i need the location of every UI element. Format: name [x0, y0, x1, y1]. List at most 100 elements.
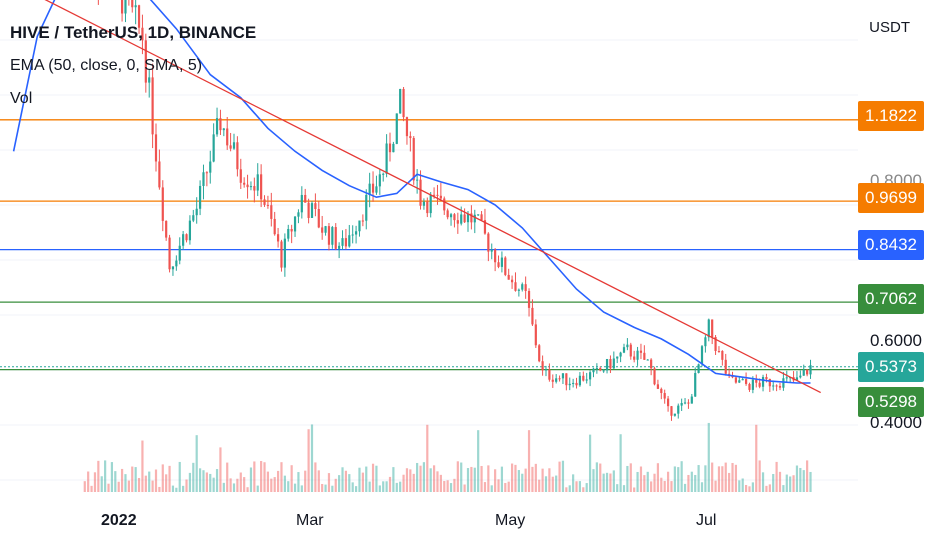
volume-bar — [575, 481, 578, 492]
volume-bar — [168, 465, 171, 492]
volume-bar — [772, 474, 775, 492]
horizontal-levels[interactable] — [0, 119, 858, 371]
volume-bar — [578, 481, 582, 492]
volume-bar — [449, 483, 453, 492]
candle-body — [219, 118, 222, 131]
volume-bar — [785, 474, 788, 492]
candle-body — [575, 382, 578, 386]
volume-bar — [321, 483, 324, 492]
volume-bar — [229, 478, 232, 492]
candle-body — [653, 368, 656, 385]
volume-bar — [412, 473, 415, 492]
candle-body — [616, 356, 619, 359]
candle-body — [510, 279, 514, 283]
volume-bar — [768, 484, 771, 492]
volume-bar — [314, 462, 317, 492]
volume-bar — [666, 471, 670, 492]
volume-bar — [643, 475, 646, 492]
volume-bar — [582, 487, 585, 492]
volume-bar — [765, 485, 768, 492]
candle-body — [694, 372, 697, 397]
volume-bar — [117, 481, 120, 492]
price-badge-5: 0.5298 — [858, 387, 924, 417]
candle-body — [541, 361, 544, 371]
candle-body — [344, 238, 348, 247]
ema-indicator-label[interactable]: EMA (50, close, 0, SMA, 5) — [10, 57, 203, 74]
volume-bar — [341, 467, 344, 492]
volume-bar — [114, 471, 117, 492]
candle-body — [354, 231, 358, 235]
volume-bar — [507, 481, 510, 492]
candle-body — [602, 370, 605, 372]
volume-bar — [704, 465, 707, 492]
candle-body — [741, 379, 744, 381]
candle-body — [592, 368, 595, 373]
volume-bar — [592, 469, 595, 492]
chart-title[interactable]: HIVE / TetherUS, 1D, BINANCE — [10, 23, 257, 42]
volume-bar — [453, 478, 456, 492]
volume-bar — [144, 475, 147, 492]
candle-body — [480, 214, 483, 221]
candle-body — [755, 379, 758, 383]
candle-body — [151, 77, 154, 135]
volume-bar — [748, 486, 751, 492]
volume-bar — [243, 477, 246, 492]
candle-body — [555, 378, 558, 382]
candle-body — [517, 289, 520, 291]
candle-body — [307, 202, 310, 218]
candle-body — [422, 201, 426, 206]
candle-body — [276, 234, 280, 242]
volume-bar — [633, 487, 636, 492]
currency-label: USDT — [869, 19, 910, 36]
candle-body — [588, 372, 592, 380]
volume-bar — [409, 469, 412, 492]
volume-bar — [616, 484, 619, 492]
volume-bar — [422, 462, 426, 492]
volume-bar — [300, 485, 303, 492]
volume-bar — [131, 466, 134, 492]
candle-body — [466, 213, 470, 223]
volume-bar — [402, 474, 405, 492]
candle-body — [215, 118, 219, 135]
volume-bar — [487, 465, 490, 492]
candle-body — [666, 398, 670, 407]
volume-bar — [527, 430, 531, 492]
candle-body — [734, 377, 738, 383]
volume-bar — [646, 471, 649, 492]
volume-bar — [202, 470, 205, 492]
volume-bar — [365, 466, 368, 492]
candle-body — [595, 368, 598, 370]
volume-bar — [287, 481, 290, 492]
candle-body — [605, 359, 609, 371]
volume-bar — [171, 485, 175, 492]
candle-body — [572, 382, 575, 384]
candle-body — [629, 344, 632, 357]
candle-body — [785, 377, 788, 379]
candle-body — [412, 138, 415, 181]
volume-bar — [802, 470, 805, 492]
candle-body — [758, 382, 761, 387]
candle-body — [551, 379, 554, 382]
candle-body — [690, 396, 693, 404]
volume-bar — [782, 485, 785, 492]
volume-bar — [148, 471, 151, 492]
candle-body — [192, 215, 195, 221]
volume-bar — [388, 476, 392, 492]
volume-bar — [731, 462, 734, 492]
volume-indicator-label[interactable]: Vol — [10, 90, 33, 107]
volume-bar — [612, 470, 615, 492]
candle-body — [429, 194, 432, 214]
candle-body — [358, 220, 361, 232]
candle-body — [198, 185, 202, 209]
volume-bar — [568, 485, 571, 492]
volume-bar — [480, 465, 483, 492]
volume-bar — [751, 482, 754, 492]
volume-bar — [185, 479, 188, 492]
volume-bar — [758, 460, 761, 492]
volume-bar — [514, 464, 517, 492]
volume-bar — [432, 465, 436, 492]
candle-body — [182, 234, 185, 246]
price-badge-3: 0.8432 — [858, 230, 924, 260]
volume-bar — [510, 463, 514, 492]
